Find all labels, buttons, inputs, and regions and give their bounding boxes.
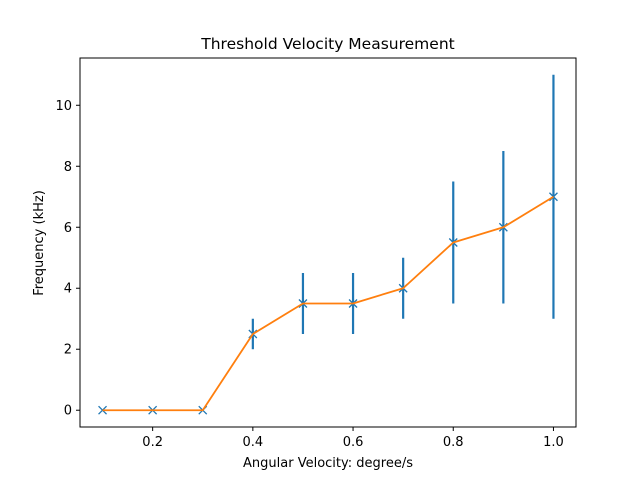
y-tick-label: 2	[64, 343, 72, 358]
x-tick-label: 0.8	[443, 435, 464, 450]
x-tick-label: 0.6	[343, 435, 364, 450]
x-tick-label: 0.4	[243, 435, 264, 450]
y-tick-label: 4	[64, 282, 72, 297]
y-axis-label: Frequency (kHz)	[32, 190, 47, 296]
y-tick-label: 10	[55, 99, 72, 114]
y-tick-label: 6	[64, 221, 72, 236]
y-tick-label: 8	[64, 160, 72, 175]
x-tick-label: 1.0	[543, 435, 564, 450]
series-line	[102, 195, 554, 412]
plot-frame	[79, 57, 577, 428]
x-tick-label: 0.2	[142, 435, 163, 450]
y-tick-label: 0	[64, 404, 72, 419]
x-axis-label: Angular Velocity: degree/s	[243, 456, 413, 471]
data-point-marker	[98, 405, 108, 415]
chart-title: Threshold Velocity Measurement	[200, 35, 454, 53]
